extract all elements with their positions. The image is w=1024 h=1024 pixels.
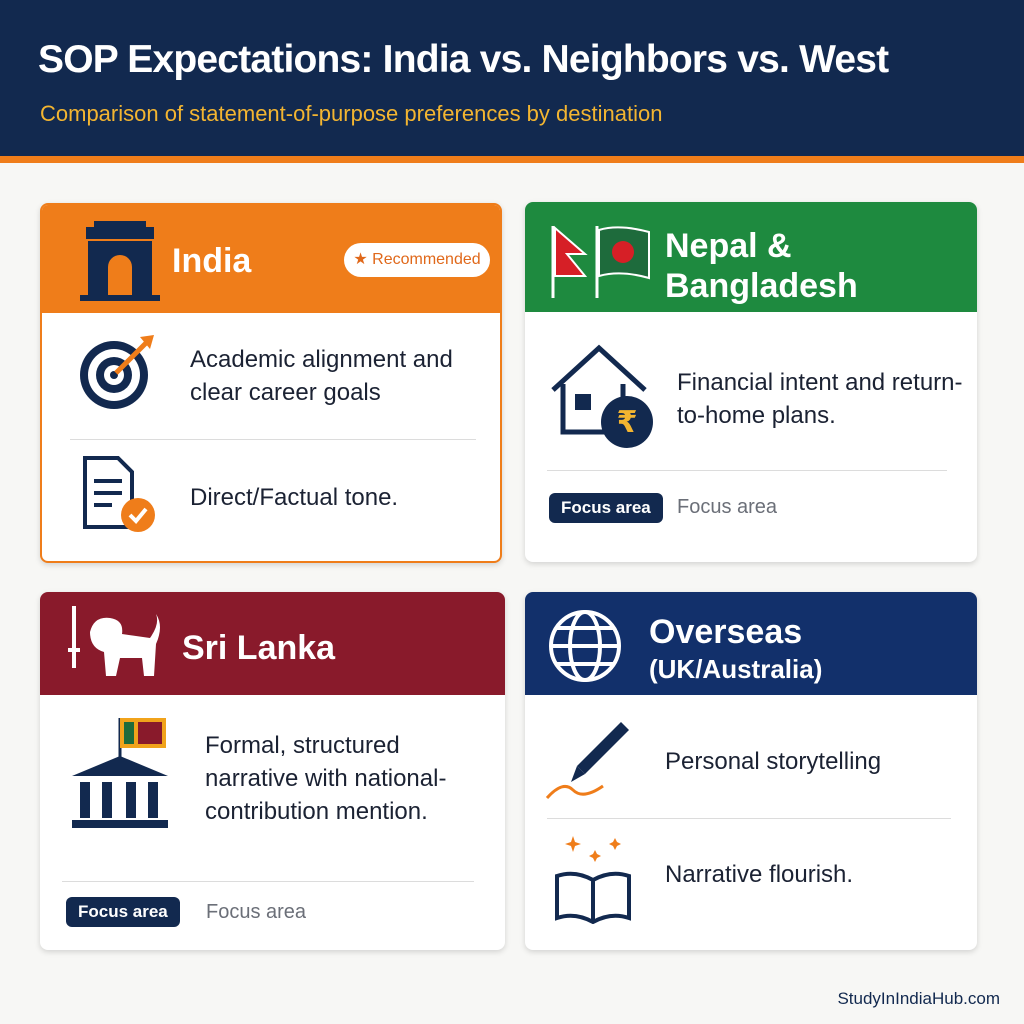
divider [70, 439, 476, 440]
card-item: Academic alignment and clear career goal… [190, 346, 453, 406]
card-item: Personal storytelling [665, 748, 882, 775]
card-sri-lanka: Sri Lanka Formal, structured narrative w… [40, 592, 505, 950]
tag: Focus area [206, 901, 307, 923]
india-gate-icon [80, 221, 160, 301]
footer-credit: StudyInIndiaHub.com [837, 989, 1000, 1008]
pen-icon [545, 722, 629, 800]
target-icon [80, 335, 154, 409]
card-title: India [172, 242, 252, 280]
divider [547, 470, 947, 471]
book-icon [555, 836, 631, 924]
card-overseas: Overseas (UK/Australia) Personal storyte… [525, 592, 977, 950]
flags-icon [551, 225, 650, 298]
badge-text: ★ Recommended [353, 251, 481, 268]
card-nepal-bangladesh: Nepal & Bangladesh ₹ Financial intent an… [525, 202, 977, 562]
card-item: Formal, structured narrative with nation… [205, 732, 447, 825]
government-icon [72, 718, 168, 828]
card-india: India ★ Recommended Academic alignment a… [40, 203, 502, 563]
card-title: Sri Lanka [182, 629, 336, 667]
page-subtitle: Comparison of statement-of-purpose prefe… [40, 101, 663, 126]
page-title: SOP Expectations: India vs. Neighbors vs… [38, 38, 889, 81]
lion-icon [68, 606, 160, 676]
tag: Focus area [549, 493, 663, 523]
badge [344, 243, 490, 277]
card-item: Narrative flourish. [665, 861, 854, 888]
tag: Focus area [677, 496, 778, 518]
header-accent [0, 156, 1024, 163]
card-item: Direct/Factual tone. [190, 484, 399, 511]
tag: Focus area [66, 897, 180, 927]
card-item: Financial intent and return-to-home plan… [677, 369, 963, 429]
divider [62, 881, 474, 882]
card-title: Nepal & Bangladesh [665, 227, 858, 305]
header [0, 0, 1024, 156]
svg-text:₹: ₹ [617, 406, 638, 439]
document-check-icon [83, 456, 155, 532]
card-subtitle: (UK/Australia) [649, 654, 823, 684]
divider [547, 818, 951, 819]
card-title: Overseas [649, 613, 803, 651]
globe-icon [549, 610, 621, 682]
home-rupee-icon: ₹ [551, 344, 653, 448]
